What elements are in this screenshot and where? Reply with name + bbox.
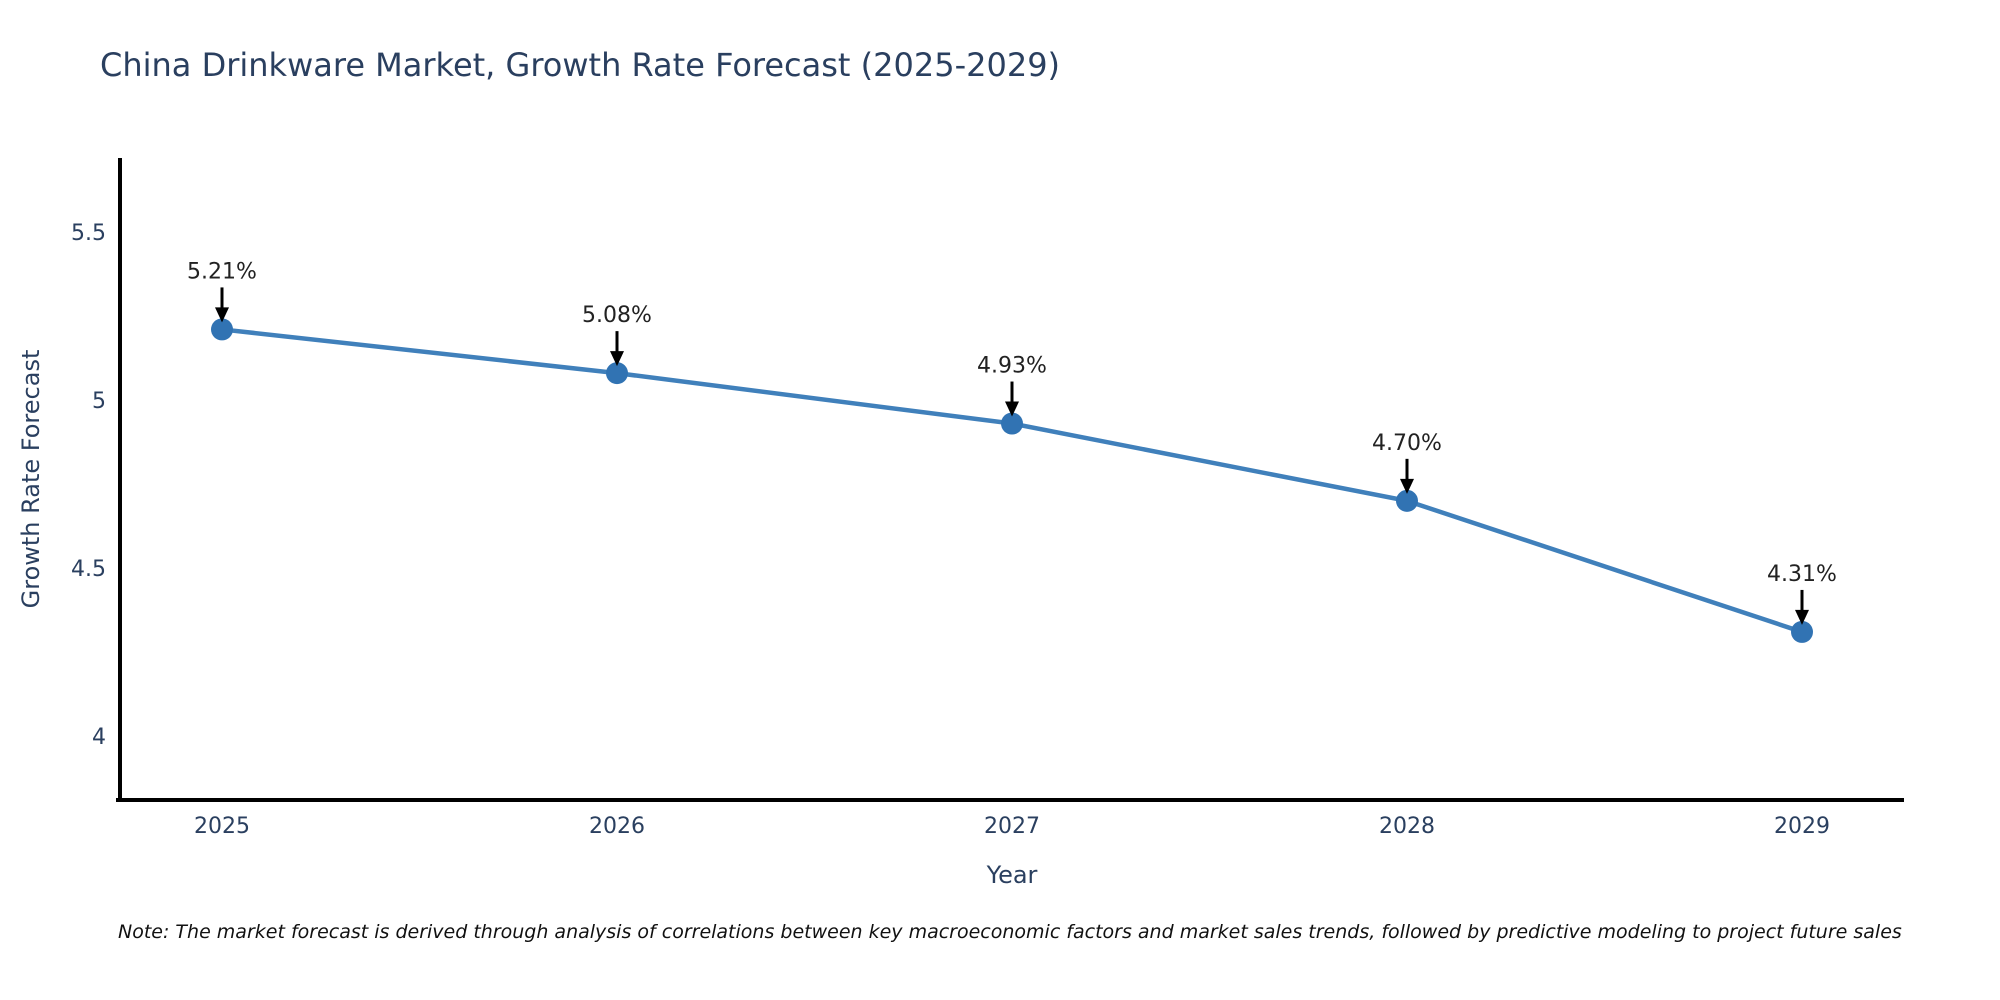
data-point	[1001, 412, 1023, 435]
annotation-arrowhead-icon	[215, 307, 229, 323]
y-tick-label: 5	[92, 389, 106, 414]
x-axis-title: Year	[986, 861, 1038, 889]
point-annotation: 4.70%	[1372, 431, 1442, 456]
footnote: Note: The market forecast is derived thr…	[118, 921, 1902, 943]
data-point	[606, 362, 628, 385]
point-annotation: 5.21%	[187, 259, 257, 284]
y-axis-title: Growth Rate Forecast	[17, 349, 45, 609]
x-tick-label: 2029	[1774, 814, 1830, 839]
y-tick-label: 4	[92, 725, 106, 750]
data-point	[1396, 489, 1418, 512]
x-tick-label: 2027	[984, 814, 1040, 839]
point-annotation: 4.31%	[1767, 562, 1837, 587]
y-tick-label: 5.5	[71, 221, 106, 246]
point-annotation: 5.08%	[582, 303, 652, 328]
chart-title: China Drinkware Market, Growth Rate Fore…	[100, 46, 1061, 84]
annotation-arrowhead-icon	[610, 351, 624, 367]
annotation-arrowhead-icon	[1795, 609, 1809, 625]
x-tick-label: 2026	[589, 814, 645, 839]
point-annotation: 4.93%	[977, 354, 1047, 379]
y-tick-label: 4.5	[71, 557, 106, 582]
annotation-arrowhead-icon	[1005, 401, 1019, 417]
annotation-arrowhead-icon	[1400, 478, 1414, 494]
data-point	[211, 318, 233, 341]
x-tick-label: 2028	[1379, 814, 1435, 839]
data-point	[1791, 620, 1813, 643]
x-tick-label: 2025	[194, 814, 250, 839]
